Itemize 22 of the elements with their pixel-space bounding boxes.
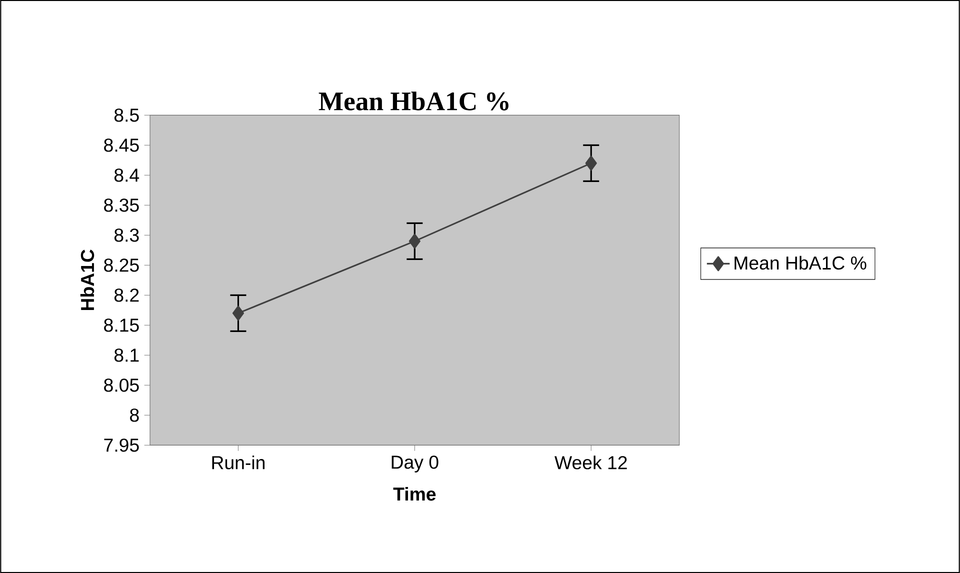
y-tick-label: 8.3: [114, 228, 139, 242]
chart-title: Mean HbA1C %: [318, 92, 508, 110]
point: [232, 306, 244, 321]
y-tick-label: 8: [130, 408, 139, 422]
y-tick-label: 8.35: [104, 198, 139, 212]
x-tick-label: Run-in: [212, 455, 265, 470]
x-axis-title: Time: [393, 486, 436, 501]
y-tick-label: 8.45: [104, 138, 139, 152]
y-tick-label: 8.1: [114, 348, 139, 362]
y-tick-label: 8.05: [104, 378, 139, 392]
y-tick-label: 7.95: [104, 438, 139, 452]
x-tick-label: Day 0: [392, 455, 438, 472]
x-tick-label: Week 12: [554, 455, 627, 470]
point: [585, 156, 597, 171]
legend-label: Mean HbA1C %: [734, 256, 866, 270]
y-tick-label: 8.2: [114, 288, 139, 302]
point: [408, 234, 420, 249]
y-tick-label: 8.5: [114, 108, 139, 122]
y-axis-title: HbA1C: [80, 250, 94, 310]
y-tick-label: 8.4: [114, 168, 140, 182]
y-tick-label: 8.25: [104, 258, 139, 272]
y-tick-label: 8.15: [104, 318, 139, 332]
